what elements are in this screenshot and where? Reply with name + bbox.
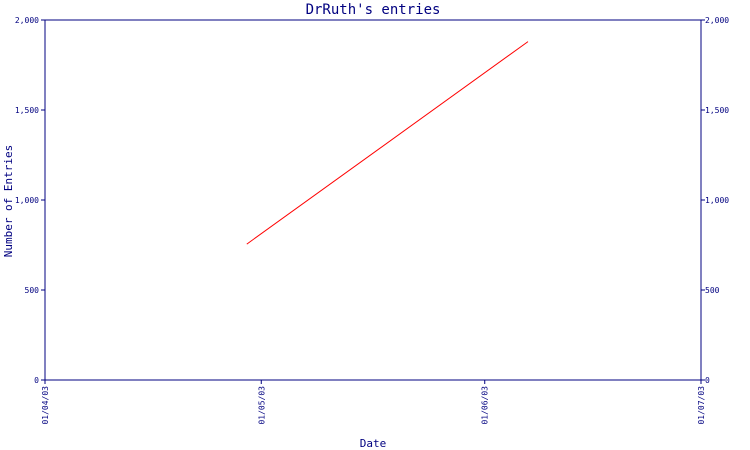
y-axis-title: Number of Entries <box>2 145 15 258</box>
x-tick-label: 01/07/03 <box>697 386 706 425</box>
y-tick-label-left: 500 <box>25 286 40 295</box>
y-tick-label-left: 2,000 <box>15 16 39 25</box>
y-axis-left: 0 500 1,000 1,500 2,000 <box>15 16 45 385</box>
x-axis: 01/04/03 01/05/03 01/06/03 01/07/03 <box>41 380 706 425</box>
y-axis-right: 0 500 1,000 1,500 2,000 <box>701 16 729 385</box>
series-layer <box>246 41 529 245</box>
y-tick-label-right: 1,500 <box>705 106 729 115</box>
y-tick-label-left: 1,000 <box>15 196 39 205</box>
chart-title: DrRuth's entries <box>306 2 441 18</box>
plot-area-frame <box>44 19 702 381</box>
series-line <box>246 41 529 245</box>
y-tick-label-right: 1,000 <box>705 196 729 205</box>
x-tick-label: 01/06/03 <box>481 386 490 425</box>
y-tick-label-right: 0 <box>705 376 710 385</box>
y-tick-label-left: 0 <box>34 376 39 385</box>
x-axis-title: Date <box>360 437 387 450</box>
y-tick-label-right: 2,000 <box>705 16 729 25</box>
x-tick-label: 01/05/03 <box>257 386 266 425</box>
y-tick-label-right: 500 <box>705 286 720 295</box>
x-tick-label: 01/04/03 <box>41 386 50 425</box>
y-tick-label-left: 1,500 <box>15 106 39 115</box>
